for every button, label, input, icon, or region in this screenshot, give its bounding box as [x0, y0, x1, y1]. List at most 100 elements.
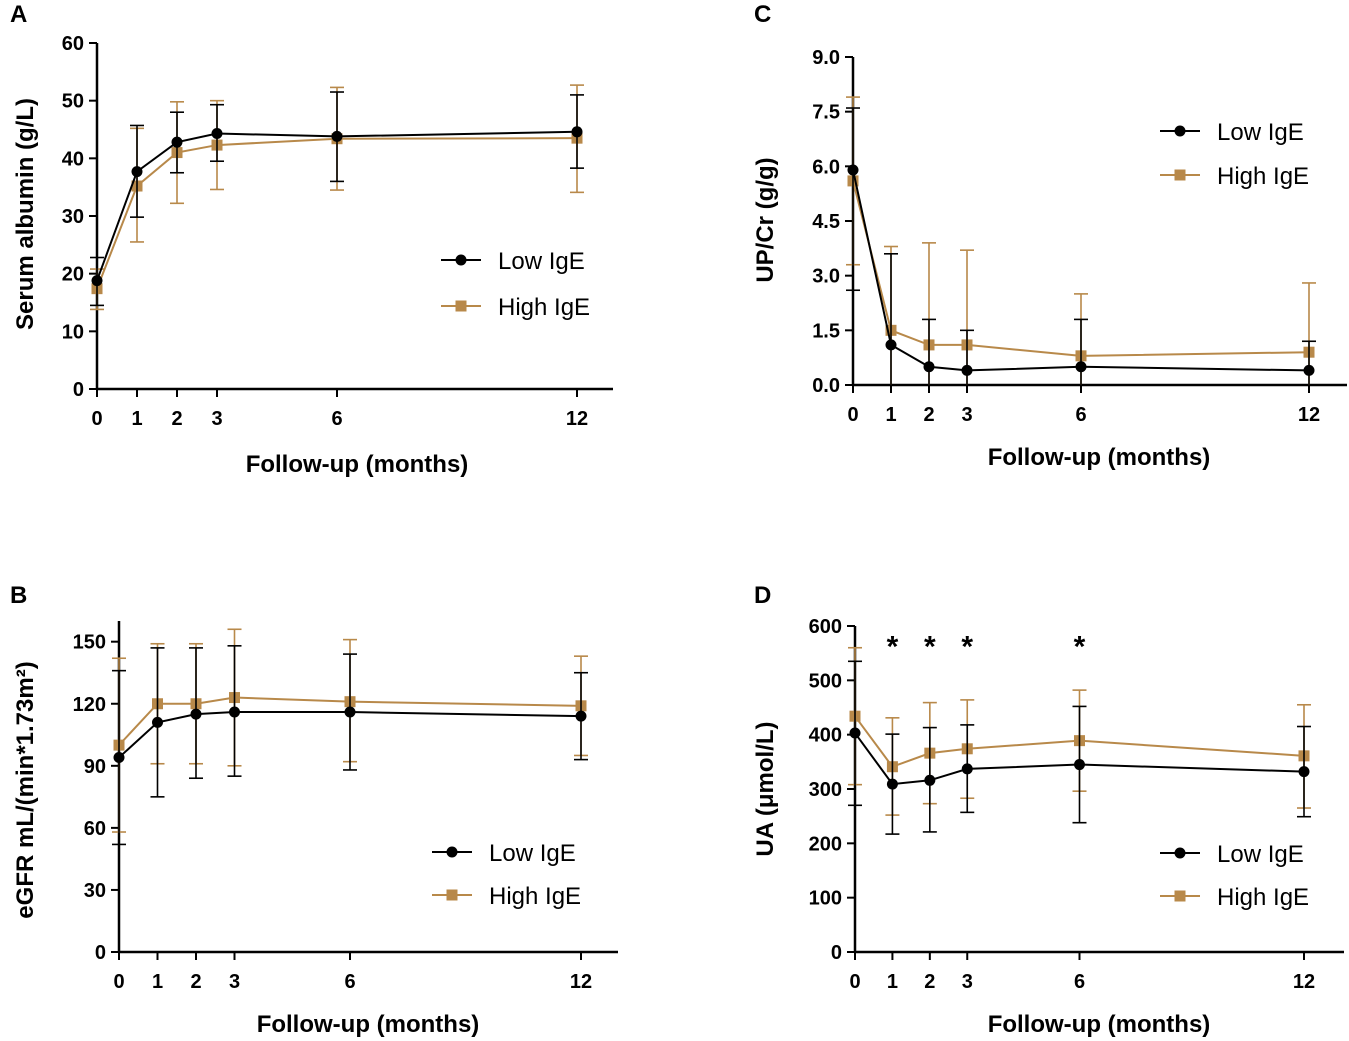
legend-label: High IgE: [489, 883, 581, 910]
data-point: [1075, 361, 1087, 373]
data-point: [152, 716, 163, 728]
data-point: [885, 339, 897, 351]
data-point: [571, 126, 583, 138]
data-point: [113, 752, 125, 764]
data-point: [131, 166, 143, 178]
series-low-ige: [848, 660, 1311, 835]
y-tick-label: 200: [809, 833, 842, 855]
y-tick-label: 100: [809, 888, 842, 910]
y-tick-label: 90: [84, 756, 106, 778]
x-tick-label: 3: [229, 971, 240, 993]
x-tick-label: 12: [570, 971, 592, 993]
significance-marker: *: [887, 630, 899, 663]
y-tick-label: 400: [809, 725, 842, 747]
x-tick-label: 0: [113, 971, 124, 993]
y-tick-label: 120: [73, 694, 106, 716]
y-tick-label: 600: [809, 616, 842, 638]
data-point: [171, 136, 183, 148]
x-tick-label: 2: [924, 971, 935, 993]
series-line: [118, 711, 582, 759]
data-point: [190, 708, 202, 720]
panel-letter: C: [754, 1, 771, 28]
x-tick-label: 2: [171, 408, 182, 430]
x-tick-label: 0: [847, 404, 858, 426]
legend-marker: [1174, 169, 1186, 181]
series-line: [852, 169, 1310, 372]
legend-label: Low IgE: [498, 248, 585, 275]
y-tick-label: 20: [62, 264, 84, 286]
y-tick-label: 7.5: [812, 102, 840, 124]
legend-marker: [1174, 125, 1186, 137]
legend-marker: [446, 846, 458, 858]
series-line: [96, 137, 578, 290]
x-tick-label: 1: [885, 404, 896, 426]
x-tick-label: 0: [91, 408, 102, 430]
y-tick-label: 500: [809, 670, 842, 692]
legend-marker: [446, 889, 458, 901]
y-tick-label: 3.0: [812, 266, 840, 288]
series-line: [854, 715, 1305, 768]
legend-label: High IgE: [498, 294, 590, 321]
data-point: [1298, 766, 1310, 778]
data-point: [1303, 364, 1315, 376]
x-axis-title: Follow-up (months): [246, 451, 469, 478]
data-point: [923, 361, 935, 373]
data-point: [211, 128, 223, 140]
data-point: [229, 706, 240, 718]
y-tick-label: 1.5: [812, 320, 840, 342]
series-line: [96, 130, 578, 281]
legend-label: Low IgE: [489, 840, 576, 867]
y-tick-label: 60: [62, 33, 84, 55]
series-low-ige: [846, 107, 1316, 385]
legend-label: High IgE: [1217, 163, 1309, 190]
x-axis-title: Follow-up (months): [257, 1011, 480, 1038]
data-point: [575, 710, 587, 722]
x-tick-label: 6: [1074, 971, 1085, 993]
legend: Low IgE High IgE: [441, 248, 590, 321]
x-tick-label: 6: [331, 408, 342, 430]
y-tick-label: 40: [62, 148, 84, 170]
x-tick-label: 2: [923, 404, 934, 426]
legend: Low IgE High IgE: [432, 840, 581, 910]
y-axis-title: Serum albumin (g/L): [12, 98, 39, 330]
x-tick-label: 6: [1075, 404, 1086, 426]
legend-marker: [455, 300, 467, 312]
x-tick-label: 0: [849, 971, 860, 993]
data-point: [91, 275, 103, 287]
data-point: [924, 774, 936, 786]
data-point: [961, 763, 973, 775]
panel-letter: B: [10, 582, 27, 609]
x-axis-title: Follow-up (months): [988, 444, 1211, 471]
panel-letter: A: [10, 1, 27, 28]
legend-label: Low IgE: [1217, 841, 1304, 868]
data-point: [344, 706, 356, 718]
series-low-ige: [90, 91, 584, 307]
series-low-ige: [112, 645, 588, 846]
y-tick-label: 50: [62, 91, 84, 113]
series-line: [118, 696, 582, 746]
y-tick-label: 6.0: [812, 156, 840, 178]
legend-marker: [1174, 890, 1186, 902]
y-tick-label: 60: [84, 818, 106, 840]
x-tick-label: 1: [131, 408, 142, 430]
x-tick-label: 6: [344, 971, 355, 993]
legend-label: High IgE: [1217, 884, 1309, 911]
y-tick-label: 30: [62, 206, 84, 228]
legend-marker: [1174, 847, 1186, 859]
panel-letter: D: [754, 582, 771, 609]
y-tick-label: 0: [95, 942, 106, 964]
x-tick-label: 12: [566, 408, 588, 430]
legend-label: Low IgE: [1217, 119, 1304, 146]
data-point: [849, 727, 861, 739]
y-tick-label: 0: [831, 942, 842, 964]
significance-marker: *: [961, 630, 973, 663]
significance-marker: *: [924, 630, 936, 663]
y-tick-label: 30: [84, 880, 106, 902]
x-tick-label: 1: [152, 971, 163, 993]
x-tick-label: 3: [211, 408, 222, 430]
y-tick-label: 10: [62, 321, 84, 343]
